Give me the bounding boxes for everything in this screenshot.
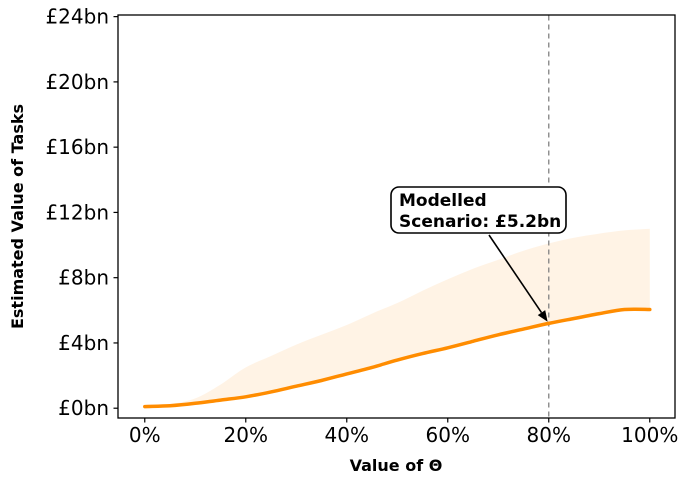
modelled-scenario-line [143,307,652,409]
x-tick-label: 0% [129,423,161,447]
annotation-text-line2: Scenario: £5.2bn [399,212,561,232]
uncertainty-band-area [144,228,650,407]
arrow-shaft [488,234,543,314]
y-tick-label: £16bn [45,135,109,159]
plot-border [117,14,676,419]
arrow-head [537,310,548,322]
annotation-box [390,186,567,234]
series-line [143,307,652,409]
x-tick-label: 100% [621,423,678,447]
y-tick-label: £4bn [58,331,109,355]
axes-spines [117,14,676,419]
y-tick-label: £8bn [58,266,109,290]
y-tick-label: £24bn [45,5,109,29]
x-tick-label: 80% [527,423,571,447]
y-tick-label: £20bn [45,70,109,94]
x-tick-label: 60% [426,423,470,447]
x-tick-label: 40% [325,423,369,447]
x-axis-label: Value of Θ [350,456,443,475]
y-tick-label: £12bn [45,200,109,224]
y-axis-ticks: £0bn £4bn £8bn £12bn £16bn £20bn £24bn [45,5,118,420]
annotation: Modelled Scenario: £5.2bn [390,186,567,322]
x-tick-label: 20% [224,423,268,447]
uncertainty-band [144,228,650,407]
x-axis-ticks: 0% 20% 40% 60% 80% 100% [129,418,678,447]
annotation-text-line1: Modelled [399,191,487,211]
y-tick-label: £0bn [58,396,109,420]
y-axis-label: Estimated Value of Tasks [8,104,27,329]
annotation-arrow [488,234,548,322]
